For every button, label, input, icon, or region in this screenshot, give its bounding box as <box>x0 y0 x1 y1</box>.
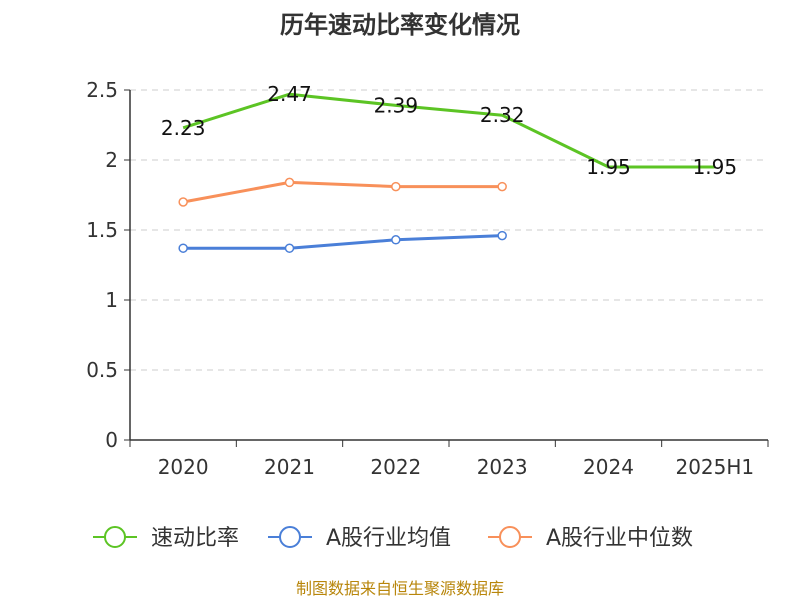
series-line <box>182 180 503 204</box>
x-tick-label: 2020 <box>158 455 209 479</box>
legend-label[interactable]: 速动比率 <box>151 526 239 551</box>
x-tick-label: 2024 <box>583 455 634 479</box>
x-tick-label: 2022 <box>370 455 421 479</box>
data-label: 1.95 <box>693 155 738 179</box>
data-point <box>178 243 188 253</box>
series: 2.23 2.47 2.39 2.32 1.95 1.95 <box>161 82 738 253</box>
data-point <box>391 181 401 192</box>
legend-marker-circle <box>499 526 521 548</box>
data-point <box>497 230 507 241</box>
series-line <box>182 92 715 169</box>
axes: 0 0.5 1 1.5 2 2.5 2020 2021 2022 2023 2024 2025H1 <box>86 78 769 479</box>
data-label: 2.32 <box>480 103 525 127</box>
source-note: 制图数据来自恒生聚源数据库 <box>296 579 504 598</box>
x-tick-label: 2025H1 <box>675 455 754 479</box>
y-tick-label: 0.5 <box>86 358 118 382</box>
legend-marker-circle <box>279 526 301 548</box>
chart-title: 历年速动比率变化情况 <box>280 11 520 39</box>
legend: 速动比率 A股行业均值 A股行业中位数 <box>93 526 693 551</box>
data-label: 2.23 <box>161 116 206 140</box>
y-tick-label: 0 <box>105 428 118 452</box>
data-point <box>284 177 295 188</box>
data-label: 1.95 <box>586 155 631 179</box>
data-point <box>497 181 507 192</box>
legend-label[interactable]: A股行业均值 <box>326 526 451 551</box>
x-tick-label: 2021 <box>264 455 315 479</box>
legend-marker-circle <box>104 526 126 548</box>
grid <box>130 89 768 371</box>
y-tick-label: 1 <box>105 288 118 312</box>
series-line <box>183 234 503 250</box>
data-point <box>284 243 295 253</box>
x-tick-label: 2023 <box>477 455 528 479</box>
y-tick-label: 2 <box>105 148 118 172</box>
y-tick-label: 2.5 <box>86 78 118 102</box>
data-label: 2.39 <box>374 93 419 117</box>
data-point <box>391 235 401 245</box>
y-tick-label: 1.5 <box>86 218 118 242</box>
data-point <box>178 197 188 207</box>
legend-label[interactable]: A股行业中位数 <box>546 526 693 551</box>
data-label: 2.47 <box>267 82 312 106</box>
